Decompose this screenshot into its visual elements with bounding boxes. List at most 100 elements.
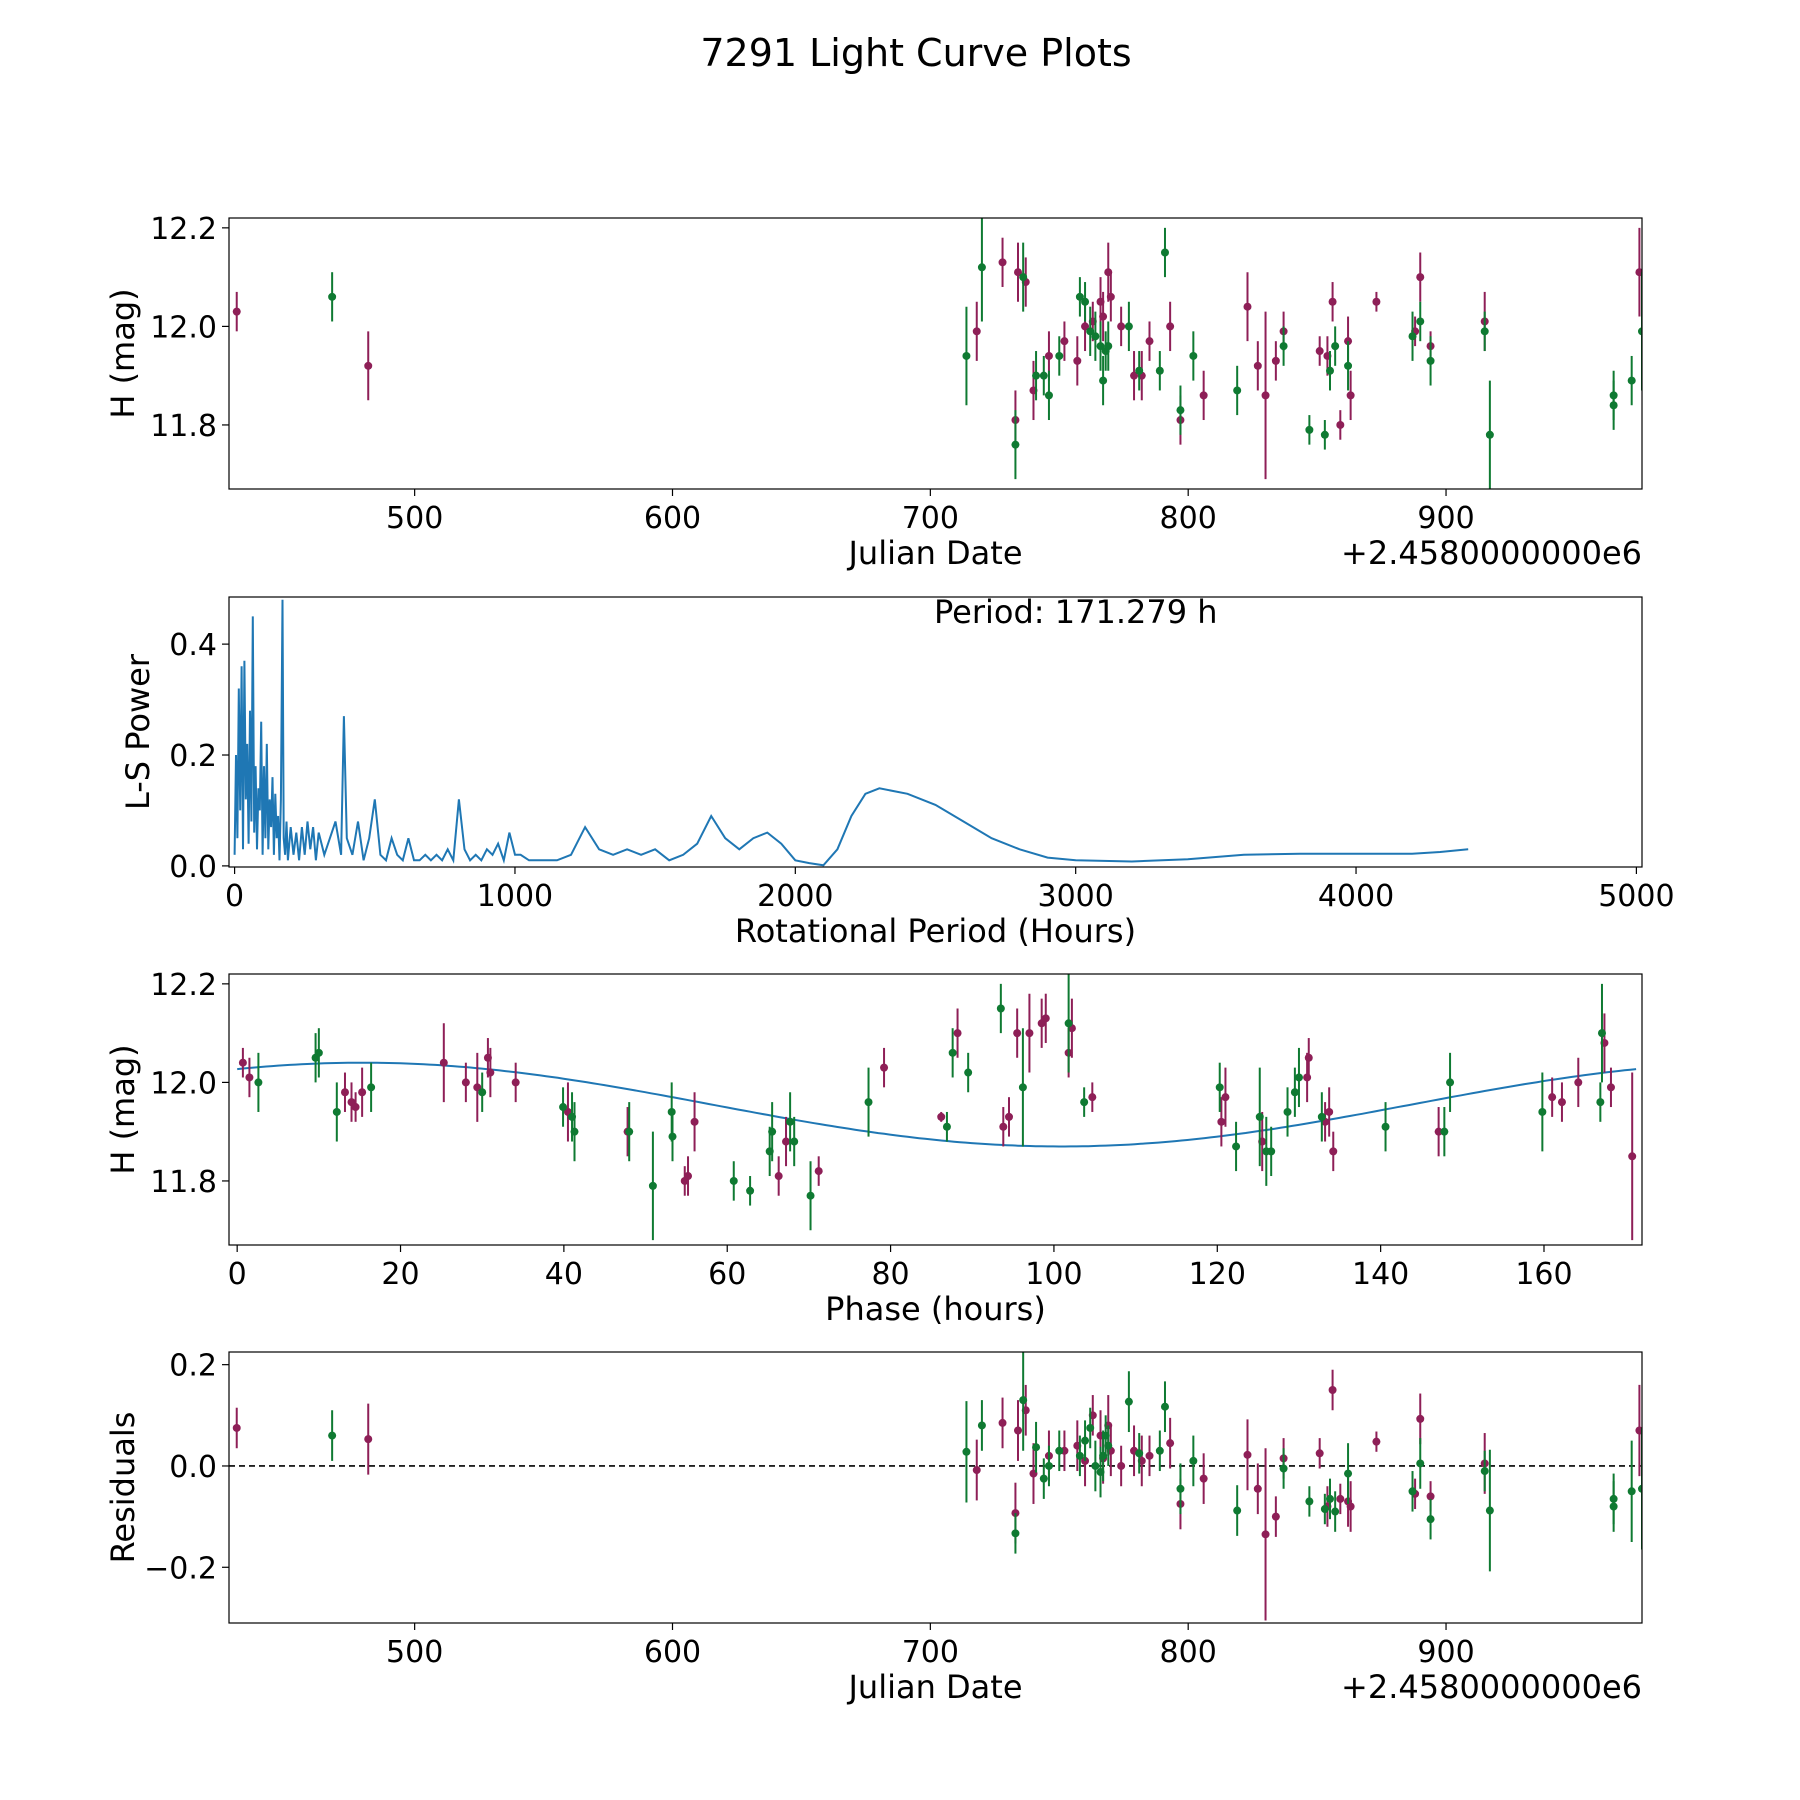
data-point [768,1127,777,1136]
y-tick-label: 12.2 [150,968,217,1003]
data-point [1344,1469,1353,1478]
x-tick-label: 800 [1160,1635,1217,1670]
data-point [1485,430,1494,439]
data-point [1014,268,1023,277]
data-point [972,1466,981,1475]
data-point [1609,401,1618,410]
data-point [962,351,971,360]
data-point [1325,1107,1334,1116]
x-tick-label: 60 [708,1257,746,1292]
data-point [1160,1402,1169,1411]
data-point [328,292,337,301]
data-point [1253,1484,1262,1493]
series-filter-a [232,227,1642,480]
data-point [998,258,1007,267]
data-point [1331,1507,1340,1516]
data-point [1304,1053,1313,1062]
data-point [473,1083,482,1092]
data-point [1124,322,1133,331]
data-point [1628,1152,1637,1161]
data-point [358,1088,367,1097]
data-point [1025,1029,1034,1038]
data-point [1199,391,1208,400]
x-tick-label: 120 [1189,1257,1246,1292]
data-point [1233,1506,1242,1515]
data-point [1243,1450,1252,1459]
data-point [364,361,373,370]
data-point [998,1418,1007,1427]
data-point [937,1112,946,1121]
data-point [1032,1443,1041,1452]
data-point [972,327,981,336]
data-point [351,1103,360,1112]
data-point [1013,1029,1022,1038]
data-point [332,1107,341,1116]
period-annotation: Period: 171.279 h [934,593,1218,631]
data-point [254,1078,263,1087]
data-point [570,1127,579,1136]
data-point [1044,351,1053,360]
data-point [977,263,986,272]
data-point [367,1083,376,1092]
data-point [880,1063,889,1072]
x-tick-label: 40 [545,1257,583,1292]
data-point [1372,1437,1381,1446]
data-point [1635,1426,1642,1435]
data-point [439,1058,448,1067]
data-point [782,1137,791,1146]
data-point [668,1132,677,1141]
data-point [1326,366,1335,375]
data-point [1041,1014,1050,1023]
y-tick-label: 12.2 [150,212,217,247]
data-point [1104,342,1113,351]
data-point [1019,1396,1028,1405]
data-point [1080,1098,1089,1107]
data-point [1329,1147,1338,1156]
series-filter-a [238,993,1637,1241]
data-point [1081,297,1090,306]
data-point [996,1004,1005,1013]
data-point [1032,371,1041,380]
data-point [1217,1117,1226,1126]
data-point [1055,1446,1064,1455]
data-point [1096,342,1105,351]
data-point [774,1172,783,1181]
y-tick-label: 0.0 [169,850,217,885]
data-point [1130,371,1139,380]
model-curve [237,1061,1637,1148]
data-point [1538,1107,1547,1116]
x-tick-label: 5000 [1598,879,1674,914]
data-point [786,1117,795,1126]
x-tick-label: 100 [1025,1257,1082,1292]
x-tick-label: 80 [871,1257,909,1292]
data-point [1011,440,1020,449]
data-point [1326,1494,1335,1503]
data-point [461,1078,470,1087]
y-tick-label: 0.2 [169,739,217,774]
data-point [232,307,241,316]
data-point [1106,292,1115,301]
data-point [1279,342,1288,351]
data-point [1145,1451,1154,1460]
data-point [648,1181,657,1190]
data-point [1166,322,1175,331]
data-point [1099,312,1108,321]
plot-area [237,974,1637,1241]
data-point [1638,1484,1642,1493]
data-point [953,1029,962,1038]
data-point [314,1048,323,1057]
data-point [238,1058,247,1067]
data-point [1135,1449,1144,1458]
data-point [1416,1414,1425,1423]
data-point [1160,248,1169,257]
data-point [1044,1461,1053,1470]
y-axis-label: H (mag) [104,288,142,418]
figure-title: 7291 Light Curve Plots [700,31,1131,75]
x-tick-label: 600 [644,1635,701,1670]
data-point [486,1068,495,1077]
data-point [1232,1142,1241,1151]
data-point [1381,1122,1390,1131]
data-point [1155,366,1164,375]
data-point [1426,1515,1435,1524]
data-point [1261,391,1270,400]
